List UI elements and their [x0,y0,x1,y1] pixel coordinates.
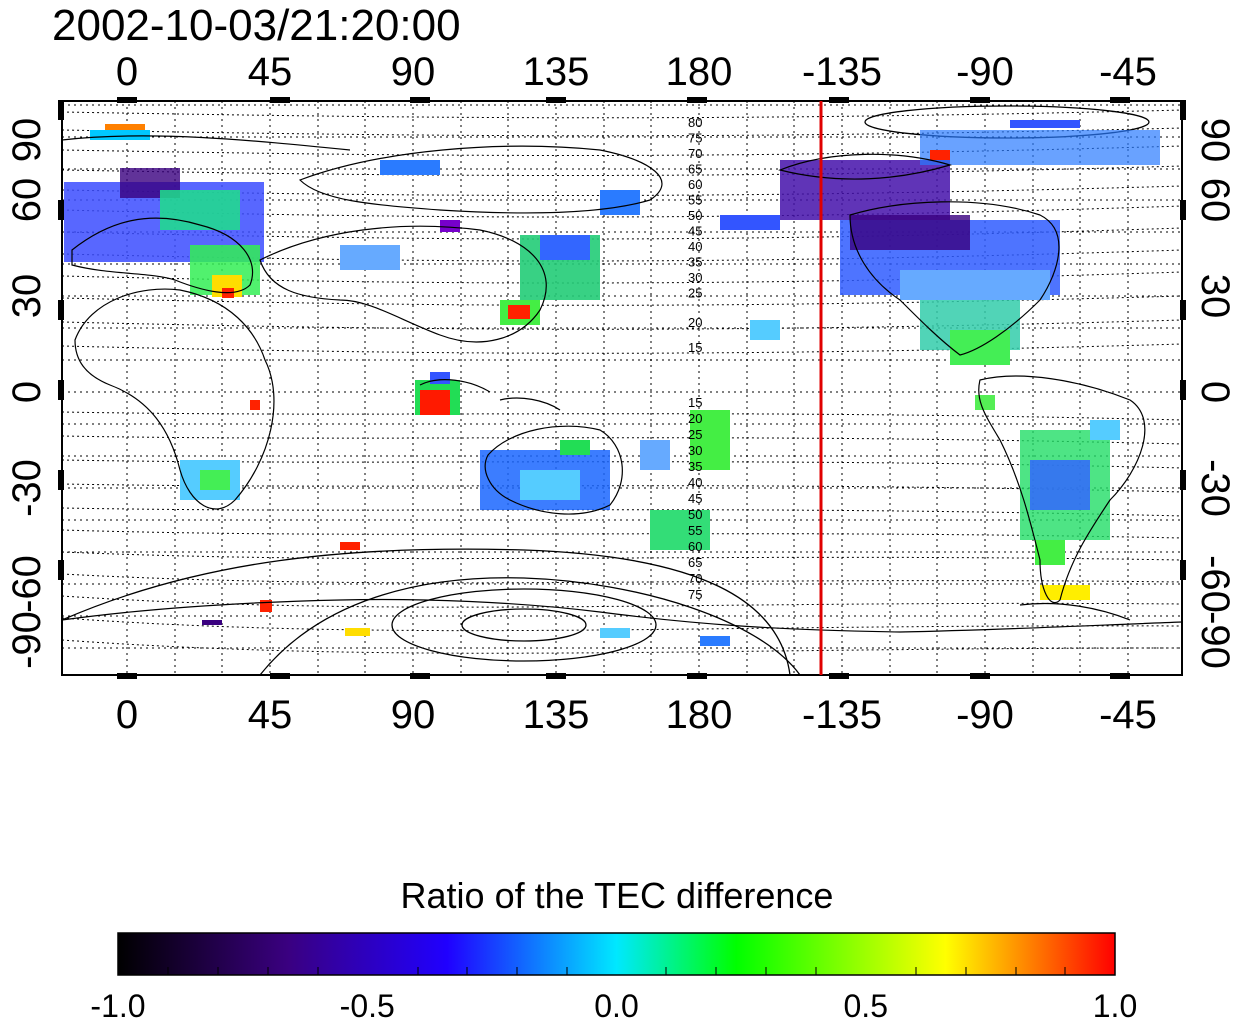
contour-label: 50 [688,507,702,522]
lon-label-bottom: 0 [116,693,138,737]
contour-label: 40 [688,475,702,490]
contour-label: 75 [688,131,702,146]
contour-label: 20 [688,315,702,330]
polar-contours [62,105,1150,675]
colorbar-tick-label: 1.0 [1093,988,1137,1024]
colorbar-title: Ratio of the TEC difference [401,875,834,916]
lat-label-left: -30 [5,459,49,517]
contour-label: 35 [688,255,702,270]
contour-label: 80 [688,115,702,130]
tec-region-indonesia [415,372,460,415]
contour-label: 35 [688,459,702,474]
contour-label: 50 [688,208,702,223]
lon-label-bottom: 45 [248,693,293,737]
lon-label-bottom: 90 [391,693,436,737]
contour-label: 15 [688,340,702,355]
contour-label: 30 [688,270,702,285]
tec-region-asia [340,160,640,325]
lat-label-right: 90 [1193,118,1237,163]
colorbar-tick-label: 0.5 [844,988,888,1024]
lat-label-right: -60 [1193,555,1237,613]
lon-label-top: 180 [666,50,733,94]
lat-label-left: 30 [5,274,49,319]
contour-label: 25 [688,286,702,301]
contour-label: 30 [688,443,702,458]
lon-label-top: -135 [802,50,882,94]
lat-label-left: 0 [5,381,49,403]
lon-label-bottom: -45 [1099,693,1157,737]
frame-tick-bars [58,97,1186,679]
contour-label: 45 [688,224,702,239]
lon-label-top: 135 [523,50,590,94]
lat-label-right: -30 [1193,459,1237,517]
contour-label: 25 [688,427,702,442]
contour-label: 55 [688,193,702,208]
colorbar-tick-label: -0.5 [340,988,395,1024]
lat-label-left: 90 [5,118,49,163]
colorbar-tick-label: -1.0 [90,988,145,1024]
colorbar-tick-label: 0.0 [594,988,638,1024]
lat-label-right: -90 [1193,611,1237,669]
contour-label: 60 [688,539,702,554]
contour-label: 75 [688,587,702,602]
timestamp-title: 2002-10-03/21:20:00 [52,1,461,50]
contour-label: 70 [688,571,702,586]
contour-label: 40 [688,239,702,254]
contour-label: 45 [688,491,702,506]
contour-label: 65 [688,162,702,177]
contour-label: 15 [688,395,702,410]
lon-label-bottom: 135 [523,693,590,737]
longitude-labels-bottom: 0 45 90 135 180 -135 -90 -45 [116,693,1157,737]
lat-label-right: 30 [1193,274,1237,319]
lon-label-bottom: -90 [956,693,1014,737]
tec-region-europe [64,124,264,298]
lon-label-top: 90 [391,50,436,94]
lon-label-top: -90 [956,50,1014,94]
colorbar-minor-ticks [167,967,1066,975]
contour-label: 55 [688,523,702,538]
lat-label-left: -60 [5,555,49,613]
contour-label: 65 [688,555,702,570]
colorbar [117,932,1116,976]
latitude-labels-right: 90 60 30 0 -30 -60-90 [1193,118,1237,669]
contour-label: 70 [688,146,702,161]
longitude-labels-top: 0 45 90 135 180 -135 -90 -45 [116,50,1157,94]
lon-label-top: 45 [248,50,293,94]
coastlines [62,135,1182,633]
lon-label-top: 0 [116,50,138,94]
lat-label-right: 60 [1193,178,1237,223]
lat-label-left: 60 [5,178,49,223]
contour-label: 60 [688,177,702,192]
lon-label-bottom: -135 [802,693,882,737]
colorbar-tick-labels: -1.0 -0.5 0.0 0.5 1.0 [90,988,1137,1024]
lat-label-left: -90 [5,611,49,669]
lon-label-top: -45 [1099,50,1157,94]
tec-region-australia [480,410,730,550]
lon-label-bottom: 180 [666,693,733,737]
latitude-labels-left: 90 60 30 0 -30 -60-90 [5,118,49,669]
contour-label: 20 [688,411,702,426]
lat-label-right: 0 [1193,381,1237,403]
